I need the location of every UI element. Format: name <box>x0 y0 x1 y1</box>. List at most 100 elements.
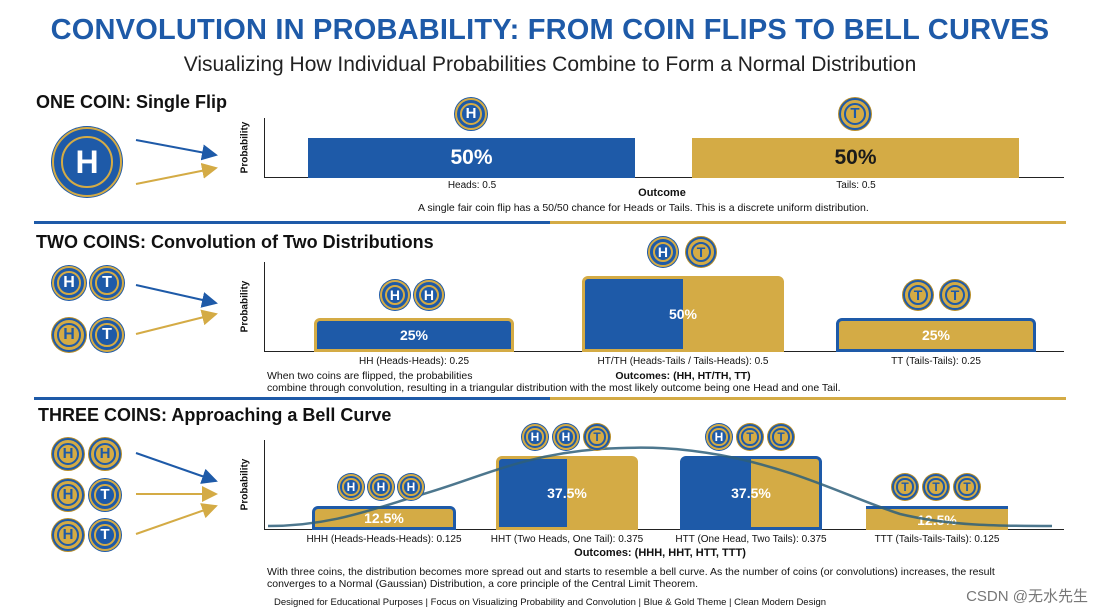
x-axis-label: Outcome <box>638 187 686 199</box>
arrow-icon <box>135 452 218 484</box>
heads-coin-icon: H <box>338 474 364 500</box>
bar-value-label: 12.5% <box>917 511 957 528</box>
coin-face: T <box>588 428 606 446</box>
tails-coin-icon: T <box>584 424 610 450</box>
page-subtitle: Visualizing How Individual Probabilities… <box>183 53 917 76</box>
coin-face: H <box>418 284 440 306</box>
bar-caption: HTT (One Head, Two Tails): 0.375 <box>675 534 827 545</box>
bar-caption: HHH (Heads-Heads-Heads): 0.125 <box>306 534 462 545</box>
bar-value-label: 12.5% <box>364 510 404 526</box>
footer: Designed for Educational Purposes | Focu… <box>273 597 827 608</box>
section-two-description: combine through convolution, resulting i… <box>267 382 841 394</box>
bar-caption: TTT (Tails-Tails-Tails): 0.125 <box>874 534 1000 545</box>
bar-hh: 25% <box>314 318 514 352</box>
heads-coin-icon: H <box>398 474 424 500</box>
bar-caption: HT/TH (Heads-Tails / Tails-Heads): 0.5 <box>597 356 769 367</box>
x-axis-label: Outcomes: (HH, HT/TH, TT) <box>615 370 751 382</box>
coin-face: H <box>342 478 360 496</box>
bar-value-label: 50% <box>450 146 493 169</box>
coin-face: T <box>741 428 759 446</box>
coin-face: H <box>460 103 482 125</box>
coin-face: T <box>927 478 945 496</box>
coin-face: T <box>690 241 712 263</box>
heads-coin-icon: H <box>52 127 122 197</box>
coin-face: T <box>844 103 866 125</box>
heads-coin-icon: H <box>414 280 444 310</box>
arrow-icon <box>135 284 218 308</box>
coin-face: H <box>57 271 81 295</box>
tails-coin-icon: T <box>839 98 871 130</box>
coin-face: T <box>95 323 119 347</box>
heads-coin-icon: H <box>455 98 487 130</box>
tails-coin-icon: T <box>923 474 949 500</box>
arrow-icon <box>135 309 218 335</box>
tails-coin-icon: T <box>903 280 933 310</box>
coin-face: H <box>61 136 113 188</box>
heads-coin-icon: H <box>553 424 579 450</box>
coin-face: T <box>94 524 116 546</box>
tails-coin-icon: T <box>89 479 121 511</box>
bar-tails: 50% <box>692 138 1019 178</box>
coin-face: H <box>57 323 81 347</box>
bar-caption: TT (Tails-Tails): 0.25 <box>891 356 981 367</box>
heads-coin-icon: H <box>52 519 84 551</box>
arrow-icon <box>135 139 218 161</box>
tails-coin-icon: T <box>90 318 124 352</box>
page-title: CONVOLUTION IN PROBABILITY: FROM COIN FL… <box>50 14 1050 46</box>
coin-face: T <box>772 428 790 446</box>
heads-coin-icon: H <box>522 424 548 450</box>
tails-coin-icon: T <box>940 280 970 310</box>
arrow-icon <box>135 503 218 535</box>
bar-ht-th: 50% <box>582 276 784 352</box>
heads-coin-icon: H <box>52 438 84 470</box>
bar-hhh: 12.5% <box>312 506 456 530</box>
coin-face: T <box>94 484 116 506</box>
coin-face: T <box>896 478 914 496</box>
bar-heads: 50% <box>308 138 635 178</box>
section-three-description: With three coins, the distribution becom… <box>267 566 995 578</box>
bar-hht: 37.5% <box>496 456 638 530</box>
coin-face: H <box>57 484 79 506</box>
section-two-description: When two coins are flipped, the probabil… <box>267 370 473 382</box>
x-axis-label: Outcomes: (HHH, HHT, HTT, TTT) <box>574 547 746 559</box>
coin-face: H <box>57 524 79 546</box>
bar-caption: HH (Heads-Heads): 0.25 <box>358 356 470 367</box>
bar-value-label: 37.5% <box>547 485 587 501</box>
heads-coin-icon: H <box>648 237 678 267</box>
tails-coin-icon: T <box>89 519 121 551</box>
coin-face: H <box>526 428 544 446</box>
heads-coin-icon: H <box>368 474 394 500</box>
coin-face: H <box>372 478 390 496</box>
coin-face: T <box>944 284 966 306</box>
section-divider <box>34 397 1066 400</box>
coin-face: H <box>94 443 116 465</box>
chart-one-axes <box>264 118 1064 178</box>
heads-coin-icon: H <box>52 266 86 300</box>
heads-coin-icon: H <box>706 424 732 450</box>
coin-face: H <box>710 428 728 446</box>
watermark: CSDN @无水先生 <box>966 588 1088 605</box>
tails-coin-icon: T <box>892 474 918 500</box>
section-one-title: ONE COIN: Single Flip <box>36 92 228 112</box>
coin-face: T <box>958 478 976 496</box>
bar-tt: 25% <box>836 318 1036 352</box>
tails-coin-icon: T <box>90 266 124 300</box>
heads-coin-icon: H <box>52 479 84 511</box>
section-three-title: THREE COINS: Approaching a Bell Curve <box>38 405 392 425</box>
heads-coin-icon: H <box>89 438 121 470</box>
bar-caption: HHT (Two Heads, One Tail): 0.375 <box>490 534 644 545</box>
tails-coin-icon: T <box>686 237 716 267</box>
bar-value-label: 50% <box>834 146 877 169</box>
coin-face: T <box>95 271 119 295</box>
coin-face: T <box>907 284 929 306</box>
section-divider <box>34 221 1066 224</box>
section-three-description: converges to a Normal (Gaussian) Distrib… <box>267 578 699 590</box>
tails-coin-icon: T <box>954 474 980 500</box>
bar-value-label: 25% <box>399 327 429 343</box>
tails-coin-icon: T <box>768 424 794 450</box>
bar-value-label: 50% <box>668 306 698 322</box>
coin-face: H <box>402 478 420 496</box>
bar-caption: Heads: 0.5 <box>447 180 497 191</box>
coin-face: H <box>557 428 575 446</box>
